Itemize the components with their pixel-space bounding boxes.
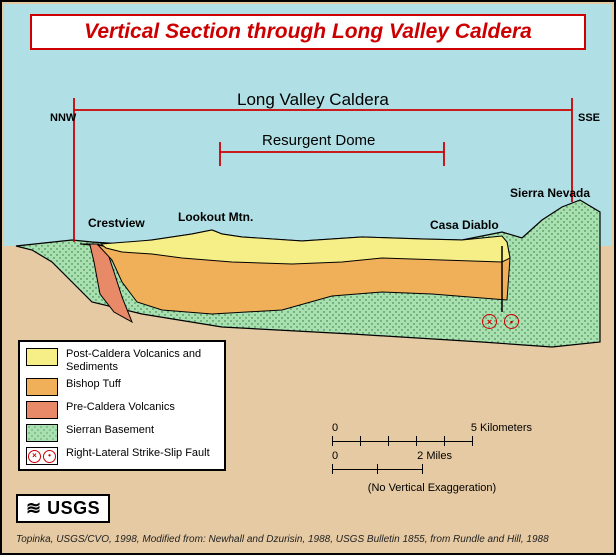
nnw-label: NNW [50, 112, 76, 124]
scale-mi-line [332, 462, 432, 476]
legend-box: Post-Caldera Volcanics and Sediments Bis… [18, 340, 226, 471]
dome-extent-label: Resurgent Dome [262, 132, 375, 149]
legend-item: Bishop Tuff [26, 378, 218, 396]
fault-away-icon: × [28, 450, 41, 463]
fault-toward-icon: • [504, 314, 519, 329]
scale-km-right: 5 Kilometers [471, 422, 532, 434]
no-exaggeration-note: (No Vertical Exaggeration) [332, 482, 532, 494]
lookout-label: Lookout Mtn. [178, 210, 253, 224]
legend-item: × • Right-Lateral Strike-Slip Fault [26, 447, 218, 465]
legend-swatch [26, 401, 58, 419]
legend-swatch [26, 378, 58, 396]
legend-fault-swatch: × • [26, 447, 58, 465]
usgs-logo: ≋ USGS [16, 494, 110, 523]
scale-km-left: 0 [332, 422, 338, 434]
legend-label: Post-Caldera Volcanics and Sediments [66, 348, 218, 373]
title-box: Vertical Section through Long Valley Cal… [30, 14, 586, 50]
casa-label: Casa Diablo [430, 218, 499, 232]
sierra-label: Sierra Nevada [510, 186, 590, 200]
legend-item: Sierran Basement [26, 424, 218, 442]
scale-mi-right: 2 Miles [417, 450, 452, 462]
fault-away-icon: × [482, 314, 497, 329]
legend-label: Sierran Basement [66, 424, 154, 437]
scale-km-line [332, 434, 532, 448]
crestview-label: Crestview [88, 216, 145, 230]
usgs-text: USGS [47, 498, 100, 519]
legend-swatch [26, 348, 58, 366]
scale-mi-left: 0 [332, 450, 338, 462]
legend-label: Right-Lateral Strike-Slip Fault [66, 447, 210, 460]
legend-swatch [26, 424, 58, 442]
credit-line: Topinka, USGS/CVO, 1998, Modified from: … [16, 534, 600, 545]
sse-label: SSE [578, 112, 600, 124]
figure-frame: × • Vertical Section through Long Valley… [0, 0, 616, 555]
usgs-wave-icon: ≋ [26, 498, 41, 519]
legend-label: Bishop Tuff [66, 378, 121, 391]
legend-item: Pre-Caldera Volcanics [26, 401, 218, 419]
legend-item: Post-Caldera Volcanics and Sediments [26, 348, 218, 373]
figure-title: Vertical Section through Long Valley Cal… [84, 20, 532, 43]
scale-bar: 0 5 Kilometers 0 2 Miles (No Vertical Ex… [332, 422, 532, 494]
legend-label: Pre-Caldera Volcanics [66, 401, 175, 414]
fault-toward-icon: • [43, 450, 56, 463]
caldera-extent-label: Long Valley Caldera [237, 90, 389, 110]
